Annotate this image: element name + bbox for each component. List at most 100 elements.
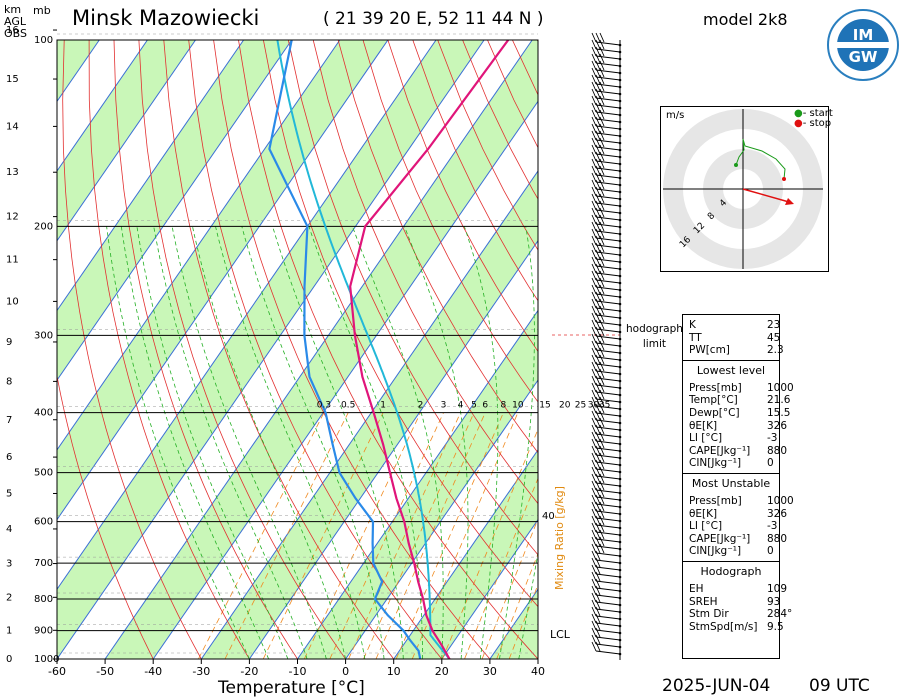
pressure-tick: 500: [34, 468, 53, 479]
moist-adiabat: [272, 226, 404, 659]
model-label: model 2k8: [703, 10, 788, 29]
wind-barb: [591, 277, 622, 292]
pressure-tick: 900: [34, 626, 53, 637]
wind-barb: [591, 431, 622, 446]
x-tick-label: 40: [531, 665, 545, 678]
height-tick: 15: [6, 74, 19, 85]
height-tick: 6: [6, 452, 12, 463]
isotherm: [248, 239, 538, 659]
wind-barb: [591, 382, 622, 397]
wind-barb: [591, 291, 622, 306]
svg-text:IM: IM: [853, 26, 874, 44]
isotherm: [57, 40, 245, 312]
hodograph-row: StmSpd[m/s] 9.5: [689, 620, 784, 633]
isotherm: [104, 40, 533, 659]
left-axis-units: km AGL OBS: [4, 4, 27, 40]
imgw-logo: IM GW: [826, 8, 900, 82]
wind-barb: [591, 557, 622, 572]
wind-barb: [591, 46, 622, 61]
height-tick: 9: [6, 337, 12, 348]
pressure-tick: 200: [34, 221, 53, 232]
wind-barb: [591, 228, 622, 243]
height-tick: 4: [6, 524, 12, 535]
mixing-ratio-label: Mixing Ratio [g/kg]: [553, 486, 566, 590]
height-tick: 2: [6, 592, 12, 603]
hodograph-start-legend: ●- start: [794, 108, 833, 119]
wind-barb: [591, 585, 622, 600]
indices-table: K 23 TT 45 PW[cm] 2.3 Lowest level Press[mb] 100…: [682, 314, 794, 659]
dry-adiabat: [412, 40, 538, 302]
pressure-tick: 800: [34, 594, 53, 605]
mixing-ratio-line: [481, 517, 538, 659]
index-row: K 23: [689, 319, 781, 331]
hodograph-title: Hodograph: [700, 565, 762, 578]
mixing-ratio-line: [508, 583, 538, 659]
wind-barb: [591, 487, 622, 502]
wind-barb: [591, 368, 622, 383]
index-row: PW[cm] 2.3: [689, 344, 784, 357]
mixing-ratio-tick: 0.5: [341, 401, 355, 411]
lowest-level-row: CAPE[Jkg⁻¹] 880: [689, 444, 788, 457]
mixing-ratio-tick: 15: [539, 401, 550, 411]
isotherm: [57, 40, 293, 382]
dry-adiabat: [188, 40, 443, 659]
dry-adiabat: [88, 40, 250, 659]
table-divider: [683, 359, 779, 361]
isotherm: [345, 379, 538, 659]
mixing-ratio-tick: 6: [482, 401, 488, 411]
height-tick: 7: [6, 415, 12, 426]
wind-barb: [591, 599, 622, 614]
wind-barb: [591, 186, 622, 201]
wind-barb: [591, 179, 622, 194]
mixing-ratio-tick: 30: [588, 401, 600, 411]
wind-barb: [591, 340, 622, 355]
parcel-trace: [276, 40, 451, 659]
km-label: km: [4, 3, 22, 16]
height-tick: 8: [6, 376, 12, 387]
isotherm: [200, 170, 538, 659]
wind-barb: [591, 200, 622, 215]
mixing-ratio-40: 40: [542, 511, 555, 522]
wind-barb: [591, 620, 622, 635]
table-divider: [683, 473, 779, 474]
wind-barb: [591, 578, 622, 593]
most-unstable-row: CIN[Jkg⁻¹] 0: [689, 545, 774, 558]
wind-barb: [591, 235, 622, 250]
lowest-level-title: Lowest level: [696, 363, 766, 377]
agl-label: AGL: [4, 15, 26, 28]
date-label: 2025-JUN-04: [662, 676, 771, 696]
pressure-tick: 300: [34, 330, 53, 341]
wind-barb: [591, 165, 622, 180]
mixing-ratio-line: [224, 412, 349, 659]
dry-adiabat: [312, 40, 538, 505]
x-tick-label: 0: [342, 665, 349, 678]
wind-barb: [591, 81, 622, 96]
station-coords: ( 21 39 20 E, 52 11 44 N ): [323, 9, 544, 29]
dry-adiabat: [213, 40, 491, 659]
mixing-ratio-tick: 8: [501, 401, 507, 411]
wind-barb: [591, 424, 622, 439]
wind-barb: [591, 410, 622, 425]
wind-barb: [591, 116, 622, 131]
dry-adiabat: [113, 40, 298, 659]
mixing-ratio-line: [262, 412, 384, 659]
most-unstable-row: θE[K] 326: [689, 507, 788, 520]
svg-text:GW: GW: [849, 48, 878, 66]
mixing-ratio-tick: 5: [471, 401, 477, 411]
mixing-ratio-line: [348, 412, 461, 659]
moist-adiabat: [518, 550, 538, 659]
mixing-ratio-tick: 2: [418, 401, 424, 411]
x-tick-label: 10: [387, 665, 401, 678]
isotherm: [57, 40, 341, 451]
wind-barb: [591, 242, 622, 257]
mixing-ratio-tick: 10: [512, 401, 524, 411]
wind-barb: [591, 102, 622, 117]
wind-barb: [591, 613, 622, 628]
isotherm: [57, 40, 437, 591]
mixing-ratio-tick: 0.3: [317, 401, 331, 411]
dry-adiabat: [263, 40, 538, 608]
wind-barb: [591, 354, 622, 369]
wind-barb: [591, 88, 622, 103]
wind-barb: [591, 515, 622, 530]
wind-barb: [591, 571, 622, 586]
